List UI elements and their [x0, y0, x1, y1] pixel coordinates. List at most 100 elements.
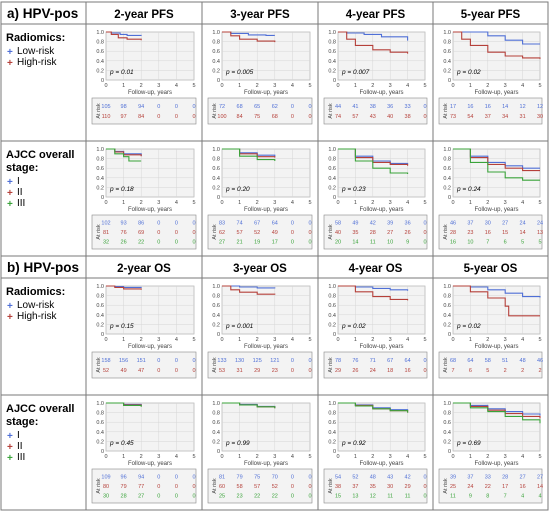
x-tick-label: 0 [220, 337, 223, 343]
at-risk-count: 0 [291, 104, 294, 110]
x-tick-label: 5 [192, 200, 195, 206]
x-tick-label: 0 [104, 454, 107, 460]
at-risk-label: At risk [96, 478, 102, 494]
p-value: p = 0.23 [341, 186, 366, 193]
legend-entry: Low-risk [17, 46, 55, 57]
p-value: p = 0.02 [341, 323, 366, 330]
legend-marker: + [7, 199, 13, 210]
at-risk-count: 0 [291, 484, 294, 490]
at-risk-count: 15 [335, 494, 341, 500]
y-tick-label: 0.2 [212, 322, 220, 328]
x-tick-label: 2 [486, 337, 489, 343]
at-risk-count: 0 [157, 220, 160, 226]
at-risk-count: 0 [192, 358, 195, 364]
survival-curve [222, 148, 276, 161]
x-tick-label: 3 [504, 454, 507, 460]
y-tick-label: 0.4 [96, 430, 104, 436]
y-tick-label: 0.4 [328, 59, 336, 65]
y-tick-label: 0.6 [443, 420, 451, 426]
legend-marker: + [7, 58, 13, 69]
x-tick-label: 3 [157, 337, 160, 343]
legend-entry: III [17, 198, 25, 209]
y-tick-label: 0.4 [212, 313, 220, 319]
at-risk-count: 22 [272, 494, 278, 500]
y-tick-label: 0 [217, 332, 220, 338]
at-risk-count: 64 [405, 358, 411, 364]
survival-curve [453, 31, 541, 59]
survival-curve [338, 148, 409, 174]
y-tick-label: 0.6 [96, 303, 104, 309]
at-risk-count: 28 [121, 494, 127, 500]
y-tick-label: 0.6 [96, 420, 104, 426]
x-tick-label: 4 [175, 454, 178, 460]
at-risk-table [91, 351, 197, 379]
at-risk-count: 0 [423, 484, 426, 490]
at-risk-table [91, 97, 197, 125]
at-risk-count: 0 [423, 104, 426, 110]
plot-area [337, 31, 426, 81]
at-risk-count: 31 [237, 368, 243, 374]
y-tick-label: 1.0 [212, 147, 220, 153]
at-risk-count: 38 [405, 114, 411, 120]
y-tick-label: 0.4 [212, 430, 220, 436]
x-tick-label: 2 [140, 454, 143, 460]
x-tick-label: 1 [354, 200, 357, 206]
y-tick-label: 1.0 [212, 284, 220, 290]
y-tick-label: 0.6 [328, 166, 336, 172]
at-risk-count: 53 [219, 368, 225, 374]
at-risk-count: 0 [291, 114, 294, 120]
at-risk-count: 12 [520, 104, 526, 110]
p-value: p = 0.001 [225, 323, 254, 330]
at-risk-count: 58 [485, 358, 491, 364]
survival-curve [106, 285, 142, 290]
at-risk-label: At risk [443, 224, 449, 240]
at-risk-count: 93 [121, 220, 127, 226]
at-risk-count: 13 [537, 230, 543, 236]
at-risk-count: 25 [450, 484, 456, 490]
p-value: p = 0.92 [341, 440, 366, 447]
at-risk-count: 22 [138, 240, 144, 246]
at-risk-count: 0 [423, 358, 426, 364]
at-risk-count: 16 [520, 484, 526, 490]
x-tick-label: 0 [451, 454, 454, 460]
survival-curve [453, 402, 541, 424]
at-risk-count: 96 [121, 474, 127, 480]
at-risk-count: 94 [138, 474, 144, 480]
y-tick-label: 0.4 [328, 430, 336, 436]
legend-marker: + [7, 188, 13, 199]
at-risk-count: 0 [423, 114, 426, 120]
at-risk-count: 28 [502, 474, 508, 480]
at-risk-count: 0 [308, 494, 311, 500]
at-risk-count: 43 [370, 114, 376, 120]
at-risk-count: 67 [254, 220, 260, 226]
x-tick-label: 3 [273, 454, 276, 460]
at-risk-count: 68 [450, 358, 456, 364]
plot-area [221, 402, 311, 452]
at-risk-count: 110 [102, 114, 111, 120]
x-tick-label: 3 [389, 454, 392, 460]
at-risk-count: 83 [219, 220, 225, 226]
at-risk-count: 0 [192, 230, 195, 236]
x-axis-label: Follow-up, years [244, 207, 288, 213]
at-risk-count: 0 [175, 104, 178, 110]
at-risk-count: 0 [157, 114, 160, 120]
y-tick-label: 0.4 [328, 313, 336, 319]
y-tick-label: 1.0 [328, 401, 336, 407]
x-axis-label: Follow-up, years [128, 90, 172, 96]
y-tick-label: 1.0 [443, 401, 451, 407]
at-risk-count: 0 [157, 368, 160, 374]
at-risk-count: 0 [192, 474, 195, 480]
at-risk-count: 12 [370, 494, 376, 500]
at-risk-count: 46 [537, 358, 543, 364]
y-tick-label: 1.0 [96, 147, 104, 153]
at-risk-count: 4 [521, 494, 524, 500]
x-tick-label: 2 [256, 337, 259, 343]
at-risk-count: 0 [291, 494, 294, 500]
y-tick-label: 0.4 [443, 313, 451, 319]
y-tick-label: 0.4 [212, 59, 220, 65]
legend-marker: + [7, 453, 13, 464]
at-risk-count: 23 [237, 494, 243, 500]
y-tick-label: 0.6 [212, 166, 220, 172]
